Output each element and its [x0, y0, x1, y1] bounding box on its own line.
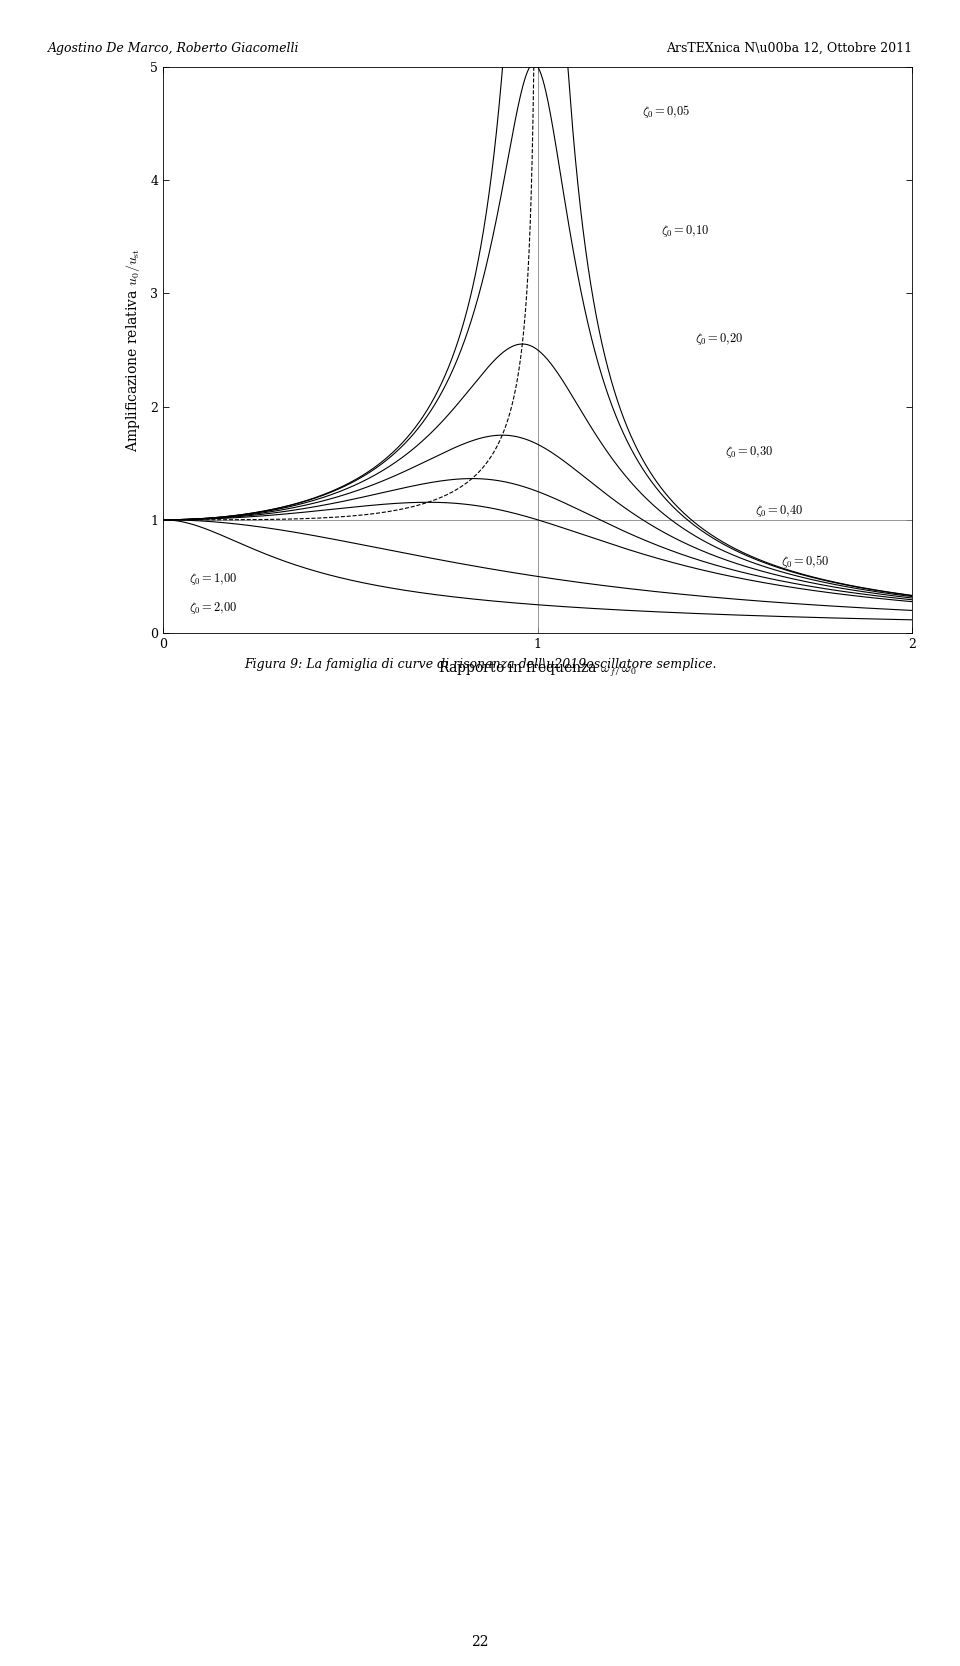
Text: $\zeta_0 = 0{,}20$: $\zeta_0 = 0{,}20$ [695, 330, 743, 347]
Text: Figura 9: La famiglia di curve di risonanza dell\u2019oscillatore semplice.: Figura 9: La famiglia di curve di risona… [244, 658, 716, 671]
Text: $\zeta_0 = 0{,}05$: $\zeta_0 = 0{,}05$ [642, 103, 691, 120]
Text: $\zeta_0 = 0{,}30$: $\zeta_0 = 0{,}30$ [725, 443, 773, 460]
Text: $\zeta_0 = 2{,}00$: $\zeta_0 = 2{,}00$ [189, 600, 238, 616]
Text: ArsTEXnica N\u00ba 12, Ottobre 2011: ArsTEXnica N\u00ba 12, Ottobre 2011 [666, 42, 912, 55]
Text: 22: 22 [471, 1636, 489, 1649]
Text: $\zeta_0 = 0{,}40$: $\zeta_0 = 0{,}40$ [755, 503, 804, 518]
Text: Agostino De Marco, Roberto Giacomelli: Agostino De Marco, Roberto Giacomelli [48, 42, 300, 55]
Text: $\zeta_0 = 0{,}50$: $\zeta_0 = 0{,}50$ [781, 553, 829, 570]
Text: $\zeta_0 = 0{,}10$: $\zeta_0 = 0{,}10$ [661, 223, 709, 238]
X-axis label: Rapporto in frequenza $\omega_f/\omega_0$: Rapporto in frequenza $\omega_f/\omega_0… [438, 660, 637, 678]
Y-axis label: Amplificazione relativa $u_0/u_{\mathrm{st}}$: Amplificazione relativa $u_0/u_{\mathrm{… [124, 248, 142, 451]
Text: $\zeta_0 = 1{,}00$: $\zeta_0 = 1{,}00$ [189, 571, 238, 586]
